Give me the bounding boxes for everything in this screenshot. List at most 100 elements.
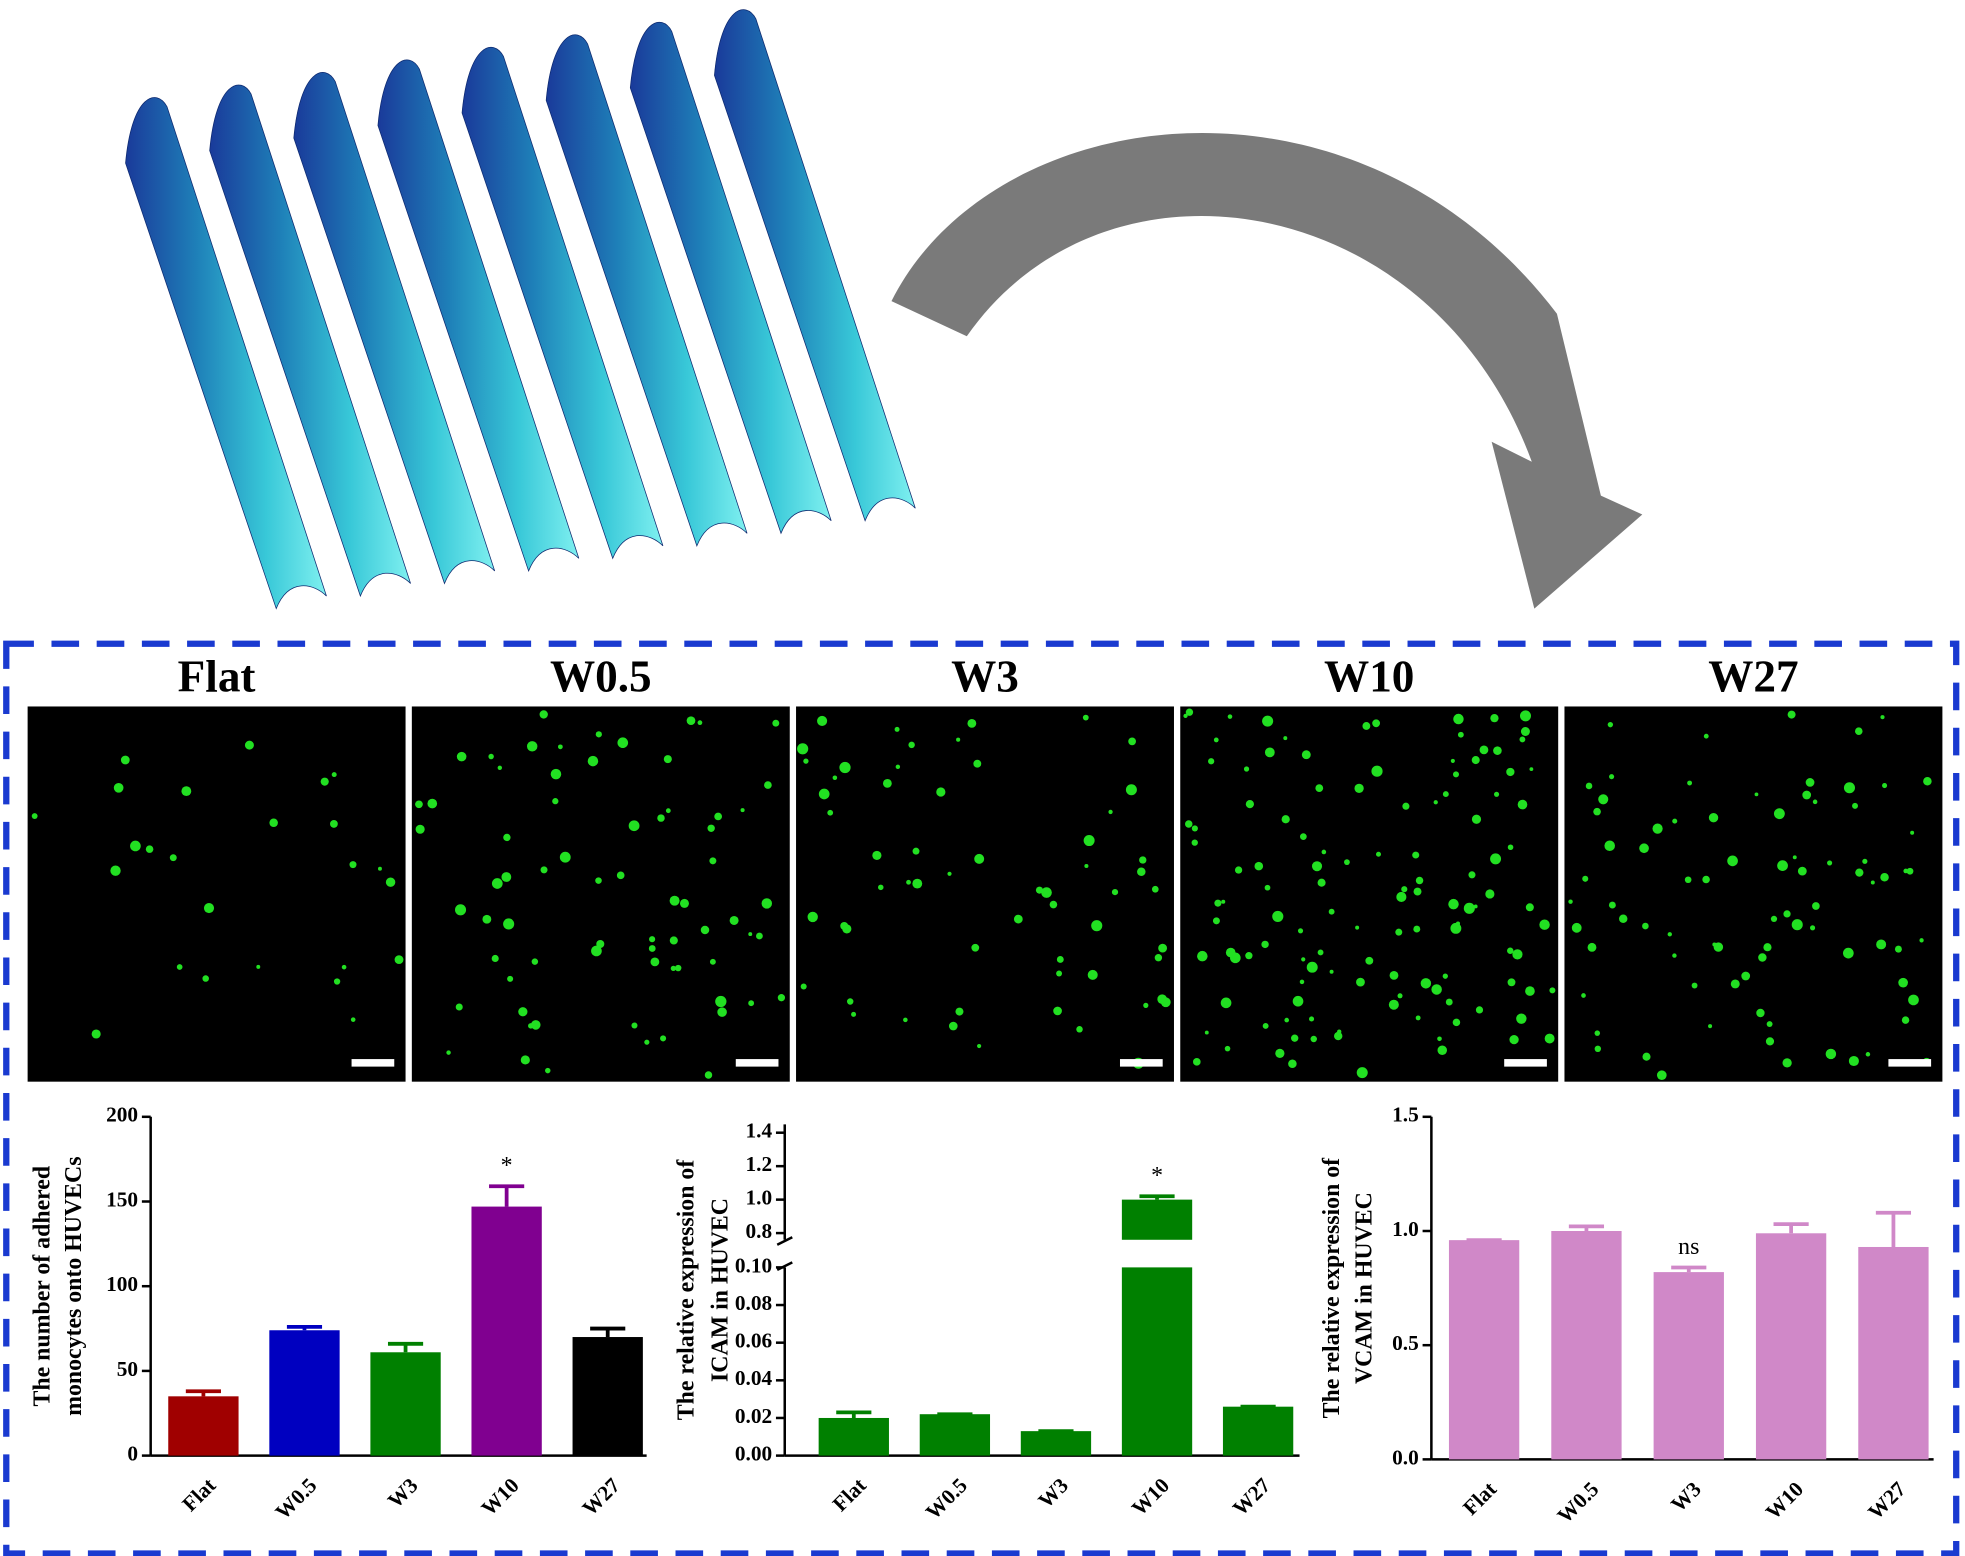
cell [1490,714,1499,723]
cell [1782,1058,1792,1068]
y-axis-label: VCAM in HUVEC [1352,1192,1378,1384]
cell [1125,784,1137,796]
cell [1862,858,1868,864]
cell [1880,873,1889,882]
cell [700,925,710,935]
cell [1254,861,1264,871]
cell [1230,952,1241,964]
y-tick-label: 1.0 [1392,1217,1419,1241]
cell [714,812,723,821]
cell [697,720,703,726]
cell [1519,736,1526,743]
cell [797,743,809,755]
cell [1475,1006,1484,1014]
cell [1317,878,1326,887]
cell [1810,925,1816,931]
cell [748,932,753,937]
y-tick-label: 200 [106,1103,138,1127]
cell [1854,727,1863,735]
bar [269,1330,340,1456]
cell [1288,1059,1297,1069]
cell [202,975,209,982]
cell [1906,867,1914,875]
cell [1684,876,1692,884]
cell [839,761,851,774]
cell [1053,1006,1062,1016]
cell [660,1035,667,1042]
cell [1356,977,1365,987]
cell [1865,1052,1871,1057]
cell [1825,1048,1837,1060]
cell [1275,1048,1285,1058]
cell [669,936,678,945]
cell [1283,736,1288,741]
cell [1437,1036,1442,1042]
x-tick-label: W27 [1228,1473,1275,1520]
cell [1708,1024,1713,1029]
bar [1222,1406,1294,1456]
cell [1901,1016,1910,1024]
error-bar [1568,1224,1605,1231]
cell [1703,733,1709,739]
cell [1452,1018,1461,1027]
cell [1091,920,1103,932]
y-tick-label: 0.06 [735,1329,773,1353]
cell [1507,947,1514,954]
cell [1687,780,1693,786]
cell [1453,713,1464,725]
cell [1910,830,1915,835]
bar [471,1206,542,1456]
axis-break [776,1261,793,1272]
cell [803,758,809,764]
cell [1652,823,1663,834]
cell [707,824,715,832]
cell [349,861,357,869]
cell [331,772,337,778]
cell [903,1017,908,1023]
cell [1371,765,1383,777]
cell [1284,1017,1290,1023]
cell [1376,851,1382,857]
cell [878,884,884,891]
cell [1389,970,1399,980]
cell [851,1011,857,1017]
scale-bar [351,1059,395,1067]
y-axis-label: monocytes onto HUVECs [61,1157,87,1416]
cell [1894,945,1902,953]
y-tick-label: 0.04 [735,1366,773,1390]
y-tick-label: 100 [106,1272,138,1296]
bar [1858,1246,1929,1460]
cell [1485,889,1495,899]
cell [1802,790,1812,800]
x-tick-label: W0.5 [1553,1477,1604,1528]
cell [1516,1013,1527,1024]
panel-title: W27 [1708,652,1798,702]
cell [1805,778,1815,787]
x-tick-label: W27 [578,1473,625,1520]
cell [1049,900,1058,909]
cell [110,865,121,876]
cell [1549,987,1556,994]
error-bar [1139,1194,1175,1200]
cell [91,1029,101,1039]
cell [1220,997,1232,1009]
cell [1754,792,1759,797]
cell [501,872,512,882]
cell [1262,1022,1269,1029]
ridge [125,97,327,610]
ridge [545,34,748,547]
cell [1413,887,1422,896]
panel-title: W0.5 [550,652,652,702]
cell [686,716,696,726]
cell [1598,794,1609,805]
cell [31,813,38,819]
cell [1184,820,1193,828]
cell [1264,884,1271,891]
micrograph [796,706,1174,1082]
cell [912,878,923,889]
ridge [209,84,411,598]
annotation: * [1151,1163,1163,1189]
cell [1619,914,1628,923]
cell [1479,745,1489,755]
cell [1758,953,1767,962]
